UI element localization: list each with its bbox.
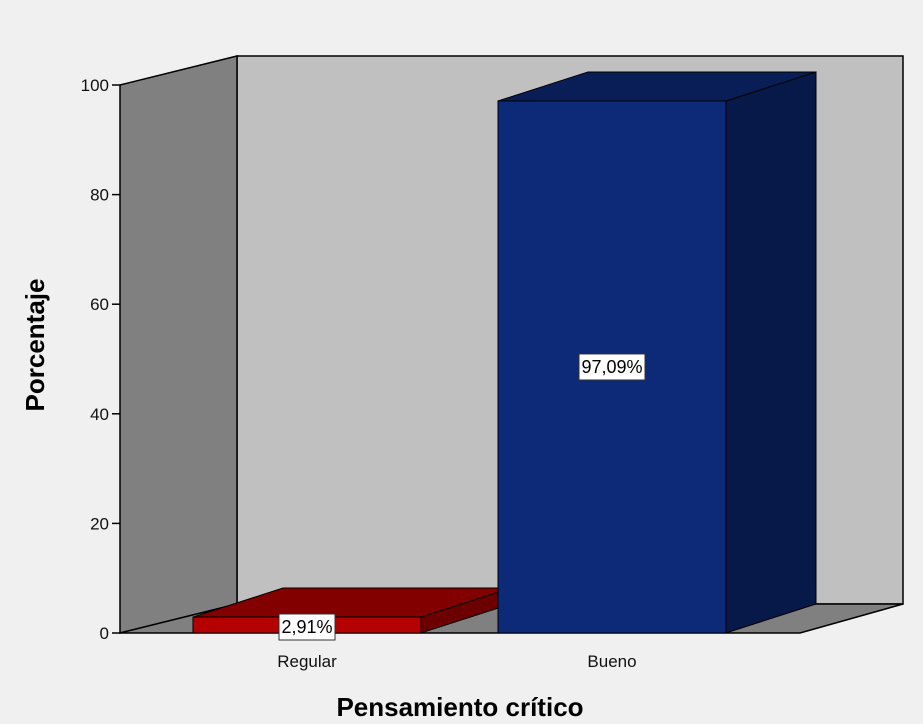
y-tick-label: 0 (100, 624, 109, 643)
y-axis-title: Porcentaje (20, 279, 50, 412)
y-tick-label: 40 (90, 405, 109, 424)
x-axis-title: Pensamiento crítico (336, 692, 583, 722)
bar-side-face (725, 71, 817, 634)
y-tick-label: 20 (90, 514, 109, 533)
x-tick-label: Bueno (587, 652, 636, 671)
data-label: 97,09% (581, 357, 642, 377)
y-axis: 0 20 40 60 80 100 (81, 76, 120, 643)
y-tick-label: 100 (81, 76, 109, 95)
data-label-box (278, 613, 336, 641)
data-label: 2,91% (281, 617, 332, 637)
x-axis: Regular Bueno (277, 652, 636, 671)
y-tick-label: 80 (90, 186, 109, 205)
bar-bueno: 97,09% (497, 71, 817, 634)
bar-regular: 2,91% (192, 587, 512, 641)
y-tick-label: 60 (90, 295, 109, 314)
data-label-box (578, 353, 646, 381)
x-tick-label: Regular (277, 652, 337, 671)
bars: 2,91% 97,09% (192, 71, 817, 641)
side-wall (119, 55, 238, 634)
